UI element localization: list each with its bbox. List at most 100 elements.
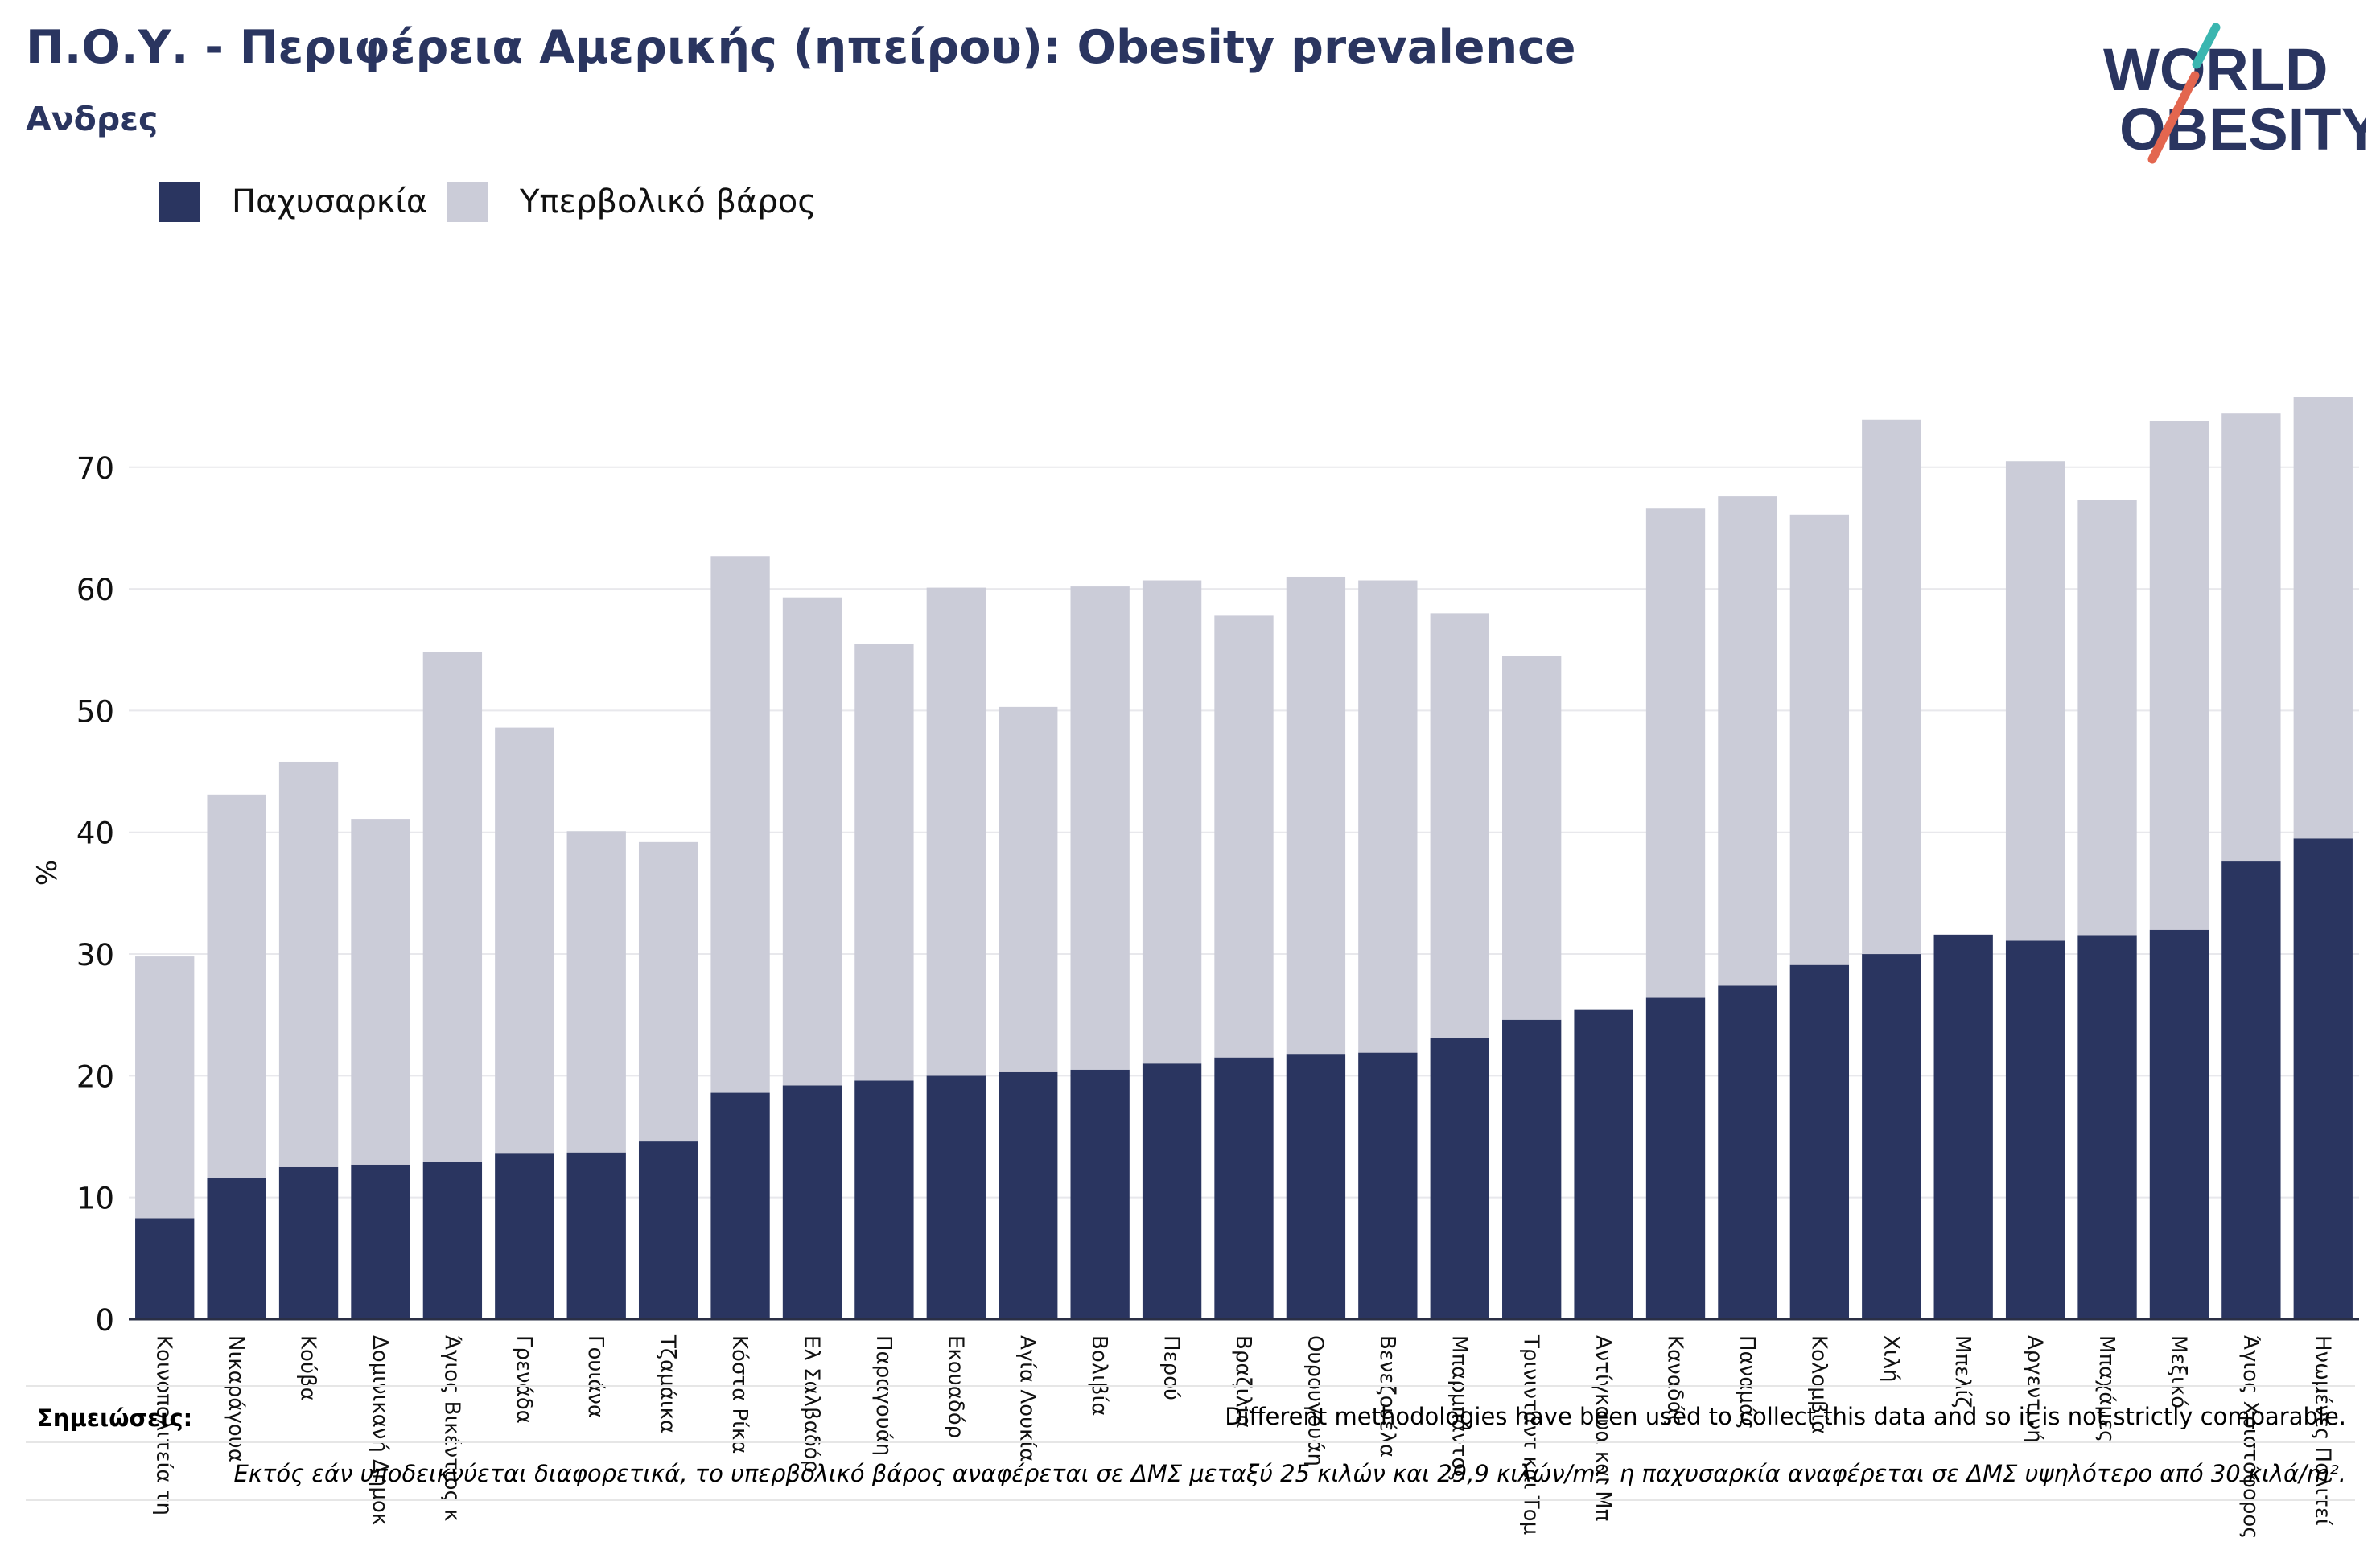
- bar-obesity: [1070, 1069, 1130, 1319]
- bar-obesity: [999, 1071, 1058, 1319]
- y-tick-label: 60: [76, 573, 114, 607]
- bar-overweight: [2221, 413, 2281, 862]
- notes-label: Σημειώσεις:: [37, 1404, 193, 1432]
- bar-obesity: [495, 1153, 554, 1319]
- x-tick-label: Μπελίζ: [1950, 1335, 1974, 1408]
- x-tick-label: Τζαμάικα: [656, 1334, 680, 1433]
- x-tick-label: Μεξικό: [2166, 1335, 2190, 1408]
- bar-overweight: [1430, 613, 1489, 1038]
- legend-label-overweight: Υπερβολικό βάρος: [520, 183, 817, 220]
- bar-overweight: [1718, 496, 1777, 986]
- y-axis-label: %: [31, 860, 64, 886]
- world-obesity-logo: WORLD OBESITY: [2103, 23, 2366, 164]
- bar-obesity: [638, 1141, 698, 1319]
- x-tick-label: Κόστα Ρίκα: [727, 1335, 751, 1454]
- x-tick-label: Καναδάς: [1663, 1335, 1687, 1427]
- bar-obesity: [2293, 838, 2353, 1319]
- bar-obesity: [422, 1162, 483, 1319]
- legend-item-obesity[interactable]: Παχυσαρκία: [159, 182, 427, 222]
- chart-subtitle: Ανδρες: [26, 100, 159, 138]
- x-tick-label: Εκουαδόρ: [943, 1335, 967, 1438]
- y-tick-label: 50: [76, 694, 114, 729]
- bar-obesity: [135, 1218, 195, 1319]
- legend-label-obesity: Παχυσαρκία: [232, 183, 428, 220]
- bar-obesity: [782, 1085, 842, 1319]
- bar-obesity: [1502, 1019, 1562, 1319]
- x-tick-label: Βενεζουέλα: [1375, 1335, 1399, 1458]
- bar-overweight: [422, 652, 483, 1162]
- bar-overweight: [1358, 580, 1418, 1053]
- bar-obesity: [1933, 934, 1993, 1319]
- y-tick-label: 20: [76, 1059, 114, 1094]
- x-tick-label: Ελ Σαλβαδόρ: [799, 1335, 823, 1473]
- bar-overweight: [2149, 421, 2209, 930]
- bar-overweight: [351, 819, 410, 1165]
- chart-title: Π.Ο.Υ. - Περιφέρεια Αμερικής (ηπείρου): …: [26, 21, 1576, 74]
- y-tick-label: 30: [76, 938, 114, 972]
- x-tick-label: Βολιβία: [1087, 1335, 1111, 1416]
- bar-overweight: [854, 644, 914, 1081]
- bar-obesity: [1430, 1038, 1489, 1319]
- bar-overweight: [495, 727, 554, 1154]
- x-tick-label: Κούβα: [296, 1335, 320, 1401]
- bar-overweight: [638, 841, 698, 1142]
- bar-obesity: [926, 1075, 986, 1319]
- bar-obesity: [1718, 985, 1777, 1319]
- bar-obesity: [1645, 997, 1706, 1319]
- bar-overweight: [2005, 461, 2065, 941]
- bar-obesity: [1286, 1054, 1346, 1319]
- bar-obesity: [710, 1092, 770, 1319]
- bar-overweight: [1070, 586, 1130, 1070]
- notes-middle-divider: [26, 1441, 2355, 1443]
- legend-swatch-overweight: [447, 182, 488, 222]
- bar-overweight: [566, 831, 626, 1153]
- bar-obesity: [854, 1080, 914, 1319]
- bar-overweight: [999, 706, 1058, 1072]
- x-tick-label: Κοινοπολιτεία τη: [152, 1335, 176, 1515]
- bar-obesity: [1358, 1052, 1418, 1319]
- note-methodology: Different methodologies have been used t…: [1225, 1403, 2346, 1430]
- bar-overweight: [710, 556, 770, 1093]
- x-tick-label: Άγιος Βικέντιος κ: [439, 1335, 463, 1521]
- bar-obesity: [2149, 929, 2209, 1319]
- bar-obesity: [278, 1166, 339, 1319]
- legend-item-overweight[interactable]: Υπερβολικό βάρος: [447, 182, 817, 222]
- bar-overweight: [1502, 656, 1562, 1020]
- bar-overweight: [1645, 508, 1706, 998]
- x-tick-label: Γρενάδα: [512, 1335, 536, 1424]
- bar-overweight: [2077, 500, 2137, 936]
- x-tick-label: Χιλή: [1879, 1335, 1903, 1382]
- x-tick-label: Παναμάς: [1735, 1335, 1759, 1429]
- notes-bottom-divider: [26, 1499, 2355, 1501]
- legend-swatch-obesity: [159, 182, 200, 222]
- bar-overweight: [782, 597, 842, 1086]
- bar-obesity: [1789, 964, 1850, 1319]
- bar-obesity: [1574, 1009, 1633, 1319]
- bar-overweight: [2293, 397, 2353, 839]
- y-tick-label: 70: [76, 451, 114, 486]
- x-tick-label: Νικαράγουα: [224, 1335, 248, 1462]
- bar-overweight: [207, 794, 266, 1178]
- bar-overweight: [278, 761, 339, 1167]
- x-tick-label: Δομινικανή Δημοκ: [368, 1335, 392, 1525]
- bar-obesity: [2005, 940, 2065, 1319]
- x-tick-label: Αγία Λουκία: [1015, 1335, 1040, 1462]
- x-tick-label: Μπαχάμες: [2094, 1335, 2119, 1442]
- bar-overweight: [1142, 580, 1202, 1064]
- bar-overweight: [1789, 514, 1850, 965]
- y-tick-label: 40: [76, 816, 114, 851]
- x-tick-label: Περού: [1159, 1335, 1184, 1400]
- bar-obesity: [207, 1178, 266, 1319]
- bar-overweight: [1214, 615, 1274, 1058]
- x-tick-label: Ηνωμένες Πολιτεί: [2310, 1335, 2334, 1526]
- bar-overweight: [1862, 419, 1921, 955]
- y-tick-label: 0: [95, 1303, 114, 1338]
- bar-overweight: [135, 956, 195, 1219]
- notes-top-divider: [26, 1385, 2355, 1387]
- bar-obesity: [1142, 1063, 1202, 1319]
- bar-obesity: [1862, 954, 1921, 1319]
- bar-overweight: [926, 587, 986, 1076]
- bar-obesity: [2221, 861, 2281, 1319]
- logo-slash-coral: [2147, 71, 2200, 164]
